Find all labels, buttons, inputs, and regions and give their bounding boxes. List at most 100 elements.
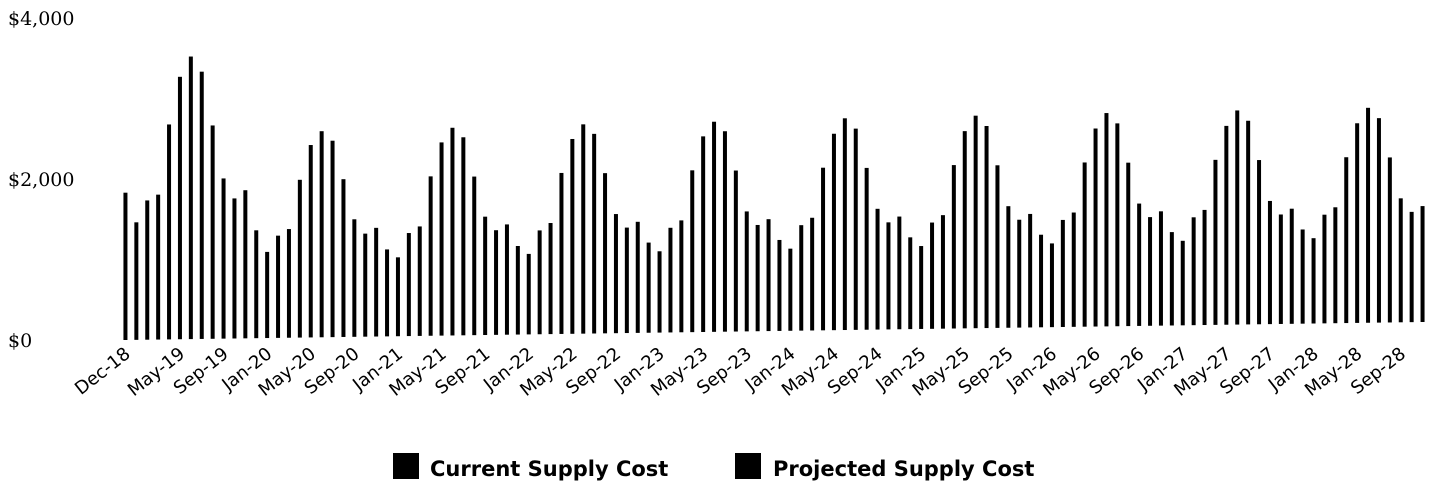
bar (995, 165, 1000, 328)
bar (406, 233, 411, 337)
bar (1366, 107, 1371, 323)
bar (548, 223, 553, 335)
bar (483, 216, 488, 336)
bar (1104, 113, 1109, 327)
bar (1420, 206, 1425, 322)
bar (581, 124, 586, 334)
bar (145, 200, 150, 340)
bar (461, 137, 466, 336)
bar (777, 239, 782, 331)
bar (984, 126, 989, 329)
bar (733, 170, 738, 332)
bar (1409, 211, 1414, 323)
bar (1322, 214, 1327, 324)
bar (1311, 238, 1316, 324)
bar (1049, 243, 1054, 328)
bar (1289, 208, 1294, 324)
bar (1246, 120, 1251, 325)
bar (744, 211, 749, 332)
bar (1355, 123, 1360, 323)
bar (515, 246, 520, 335)
bar (1039, 234, 1044, 328)
bar (842, 118, 847, 331)
bar (613, 214, 618, 334)
bar (1158, 211, 1163, 326)
bar (875, 208, 880, 330)
bar (254, 230, 259, 339)
bar (526, 253, 531, 335)
bar (1137, 203, 1142, 326)
bar (1191, 217, 1196, 326)
bar (821, 167, 826, 331)
bar (1028, 213, 1033, 328)
bar (265, 251, 270, 339)
bar (962, 131, 967, 329)
bar (472, 176, 477, 336)
bar (537, 230, 542, 335)
bar (395, 257, 400, 337)
bar (177, 76, 182, 340)
bar (755, 224, 760, 332)
legend-label-current: Current Supply Cost (430, 457, 668, 481)
legend-label-projected: Projected Supply Cost (773, 457, 1034, 481)
bar (123, 192, 128, 340)
bar (701, 136, 706, 332)
y-tick-label: $4,000 (8, 8, 74, 30)
x-tick-label: Dec-18 (71, 343, 135, 399)
bar (1180, 240, 1185, 326)
legend-swatch-projected (735, 453, 761, 479)
bar (1169, 232, 1174, 326)
bar (559, 172, 564, 334)
bar (930, 222, 935, 329)
bar (897, 216, 902, 330)
bar (428, 176, 433, 336)
bar (221, 178, 226, 339)
legend: Current Supply Cost Projected Supply Cos… (393, 453, 1034, 481)
bar (1300, 229, 1305, 324)
bar (1376, 118, 1381, 323)
y-axis: $0 $2,000 $4,000 (8, 8, 74, 352)
bar (1224, 125, 1229, 325)
bar (1202, 209, 1207, 326)
bar (504, 224, 509, 335)
bar (864, 167, 869, 330)
bar (210, 125, 215, 339)
bar (886, 222, 891, 330)
bar (635, 221, 640, 333)
bar (167, 124, 172, 340)
bar (450, 127, 455, 336)
bar (286, 229, 291, 338)
bar (134, 222, 139, 340)
bar (319, 131, 324, 338)
bar (1344, 157, 1349, 324)
bar (1267, 200, 1272, 325)
bar (1115, 123, 1120, 327)
bar (1126, 162, 1131, 327)
bar (232, 198, 237, 339)
bar (276, 235, 281, 338)
bar (624, 227, 629, 334)
x-axis: Dec-18May-19Sep-19Jan-20May-20Sep-20Jan-… (71, 343, 1410, 400)
bar (330, 140, 335, 338)
bar (156, 194, 161, 340)
bar (1333, 207, 1338, 324)
bar (799, 225, 804, 331)
bar (308, 145, 313, 338)
bar (722, 131, 727, 332)
bar (766, 219, 771, 332)
bar (853, 128, 858, 330)
bar (439, 142, 444, 336)
bar (570, 138, 575, 334)
bar (712, 121, 717, 332)
bar (657, 251, 662, 333)
bar (679, 220, 684, 333)
bar (1257, 160, 1262, 325)
bar (494, 230, 499, 335)
bar (690, 170, 695, 333)
bar (1006, 206, 1011, 328)
bar (363, 233, 368, 337)
bar (810, 217, 815, 331)
bar (908, 237, 913, 330)
